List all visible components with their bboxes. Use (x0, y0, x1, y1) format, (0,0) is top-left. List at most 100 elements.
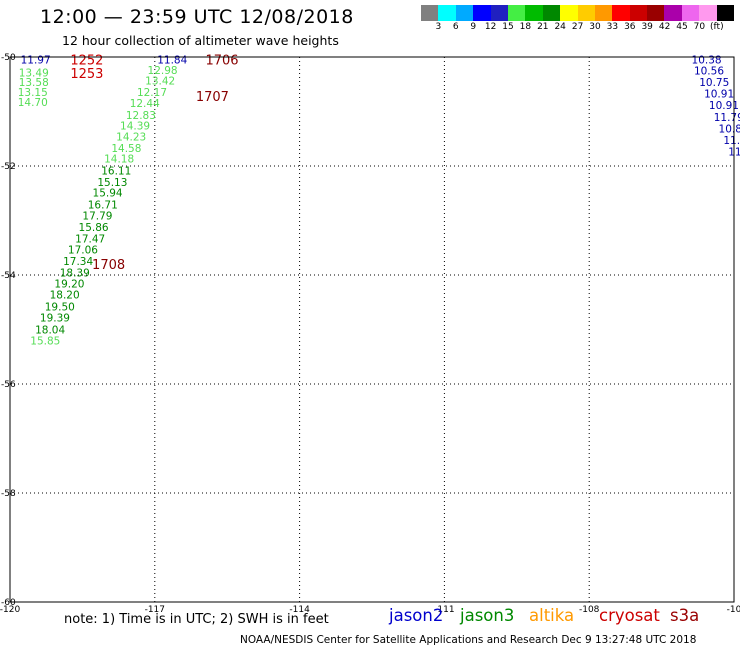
wave-height-label: 10.91 (704, 89, 734, 101)
color-scale-label: 9 (470, 22, 477, 32)
wave-height-label: 11.79 (714, 112, 740, 124)
map-subtitle: 12 hour collection of altimeter wave hei… (62, 33, 339, 48)
pass-time-label: 1707 (196, 90, 229, 105)
wave-height-label: 15.94 (93, 188, 123, 200)
color-scale-label: 36 (624, 22, 636, 32)
map-frame (9, 56, 735, 603)
color-swatch (438, 5, 456, 21)
color-scale-label: 70 (693, 22, 706, 32)
wave-height-label: 12.98 (148, 65, 178, 77)
color-swatch (421, 5, 439, 21)
wave-height-label: 15.13 (97, 177, 127, 189)
footer-credit: NOAA/NESDIS Center for Satellite Applica… (240, 634, 697, 646)
wave-height-label: 17.34 (63, 256, 93, 268)
wave-height-label: 14.18 (104, 153, 134, 165)
wave-height-label: 1 (739, 180, 740, 192)
color-swatch (629, 5, 648, 21)
legend-s3a: s3a (670, 606, 700, 625)
pass-time-label: 1253 (70, 67, 103, 82)
graticule: -120 -117 -114 -111 -108 -10 -50 -52 -54 -56 -58 -6… (0, 53, 740, 615)
wave-height-label: 13.15 (18, 87, 48, 99)
wave-height-label: 18.04 (35, 325, 65, 337)
wave-height-label: 17.06 (68, 244, 98, 256)
lat-tick-label: -58 (1, 489, 16, 499)
color-swatch (560, 5, 578, 21)
wave-height-label: 18.39 (60, 267, 90, 279)
wave-height-label: 14.70 (18, 97, 48, 109)
wave-height-label: 10.56 (694, 66, 724, 78)
color-swatch (664, 5, 682, 21)
lon-tick-label: -108 (579, 605, 600, 615)
color-scale-label: 3 (435, 22, 442, 32)
color-scale-bar (421, 5, 735, 21)
color-scale-label: 21 (537, 22, 549, 32)
legend-cryosat: cryosat (599, 606, 660, 625)
legend-altika: altika (529, 606, 575, 625)
wave-height-label: 17.79 (82, 211, 112, 223)
color-scale-label: 18 (519, 22, 532, 32)
wave-height-label: 18.20 (50, 290, 80, 302)
wave-height-label: 13.49 (19, 67, 49, 79)
legend-jason3: jason3 (460, 606, 515, 625)
pass-time-label: 1708 (92, 258, 125, 273)
wave-height-label: 19.50 (45, 302, 75, 314)
wave-height-label: 12.83 (126, 110, 156, 122)
color-scale-label: 42 (658, 22, 671, 32)
wave-height-label: 11.66 (723, 135, 740, 147)
wave-height-label: 10.86 (719, 123, 740, 135)
lat-tick-label: -60 (1, 598, 16, 608)
legend-jason2: jason2 (389, 606, 444, 625)
lat-tick-label: -54 (1, 271, 16, 281)
color-swatch (594, 5, 613, 21)
color-scale-label: 39 (641, 22, 653, 32)
wave-height-label: 10.91 (709, 100, 739, 112)
wave-height-label: 19.20 (54, 279, 84, 291)
color-swatch (699, 5, 717, 21)
color-swatch (612, 5, 630, 21)
color-scale-label: 27 (571, 22, 584, 32)
color-swatch (577, 5, 595, 21)
wave-height-label: 14.23 (116, 132, 146, 144)
wave-height-label: 14.58 (111, 143, 141, 155)
lon-tick-label: -114 (289, 605, 310, 615)
color-swatch (716, 5, 735, 21)
color-swatch (507, 5, 526, 21)
lon-tick-label: -117 (145, 605, 165, 615)
color-scale-label: 33 (606, 22, 619, 32)
wave-height-label: 13.42 (145, 75, 175, 87)
color-swatch (681, 5, 700, 21)
wave-height-label: 11.84 (157, 55, 187, 67)
color-scale-label: 30 (589, 22, 601, 32)
color-scale-label: (ft) (710, 22, 724, 32)
wave-height-label: 12.44 (130, 98, 160, 110)
lat-tick-label: -50 (1, 53, 16, 63)
lat-tick-label: -56 (1, 380, 16, 390)
lat-tick-label: -52 (1, 162, 16, 172)
color-scale-label: 24 (554, 22, 566, 32)
pass-time-label: 1706 (205, 54, 238, 69)
color-swatch (647, 5, 665, 21)
map-title: 12:00 — 23:59 UTC 12/08/2018 (40, 6, 354, 28)
wave-height-label: 12.17 (137, 87, 167, 99)
color-scale-label: 45 (676, 22, 688, 32)
wave-height-label: 12.4 (739, 158, 740, 170)
color-swatch (525, 5, 543, 21)
wave-height-label: 19.39 (40, 313, 70, 325)
color-swatch (455, 5, 474, 21)
color-scale-label: 15 (502, 22, 514, 32)
wave-height-label: 10.38 (692, 55, 722, 67)
color-swatch (473, 5, 491, 21)
wave-height-label: 14.39 (120, 121, 150, 133)
color-scale-labels: 3 6 9 12 15 18 21 24 27 30 33 36 39 42 45 70 (ft) (421, 22, 740, 34)
footer-note: note: 1) Time is in UTC; 2) SWH is in fe… (64, 612, 329, 627)
wave-height-label: 13.58 (19, 77, 49, 89)
wave-height-label: 12 (739, 169, 740, 181)
wave-height-label: 16.11 (101, 165, 131, 177)
wave-height-label: 15.85 (30, 335, 60, 347)
color-swatch (542, 5, 561, 21)
wave-height-label: 11.97 (21, 55, 51, 67)
color-scale-label: 12 (484, 22, 497, 32)
lon-tick-label: -10 (727, 605, 740, 615)
